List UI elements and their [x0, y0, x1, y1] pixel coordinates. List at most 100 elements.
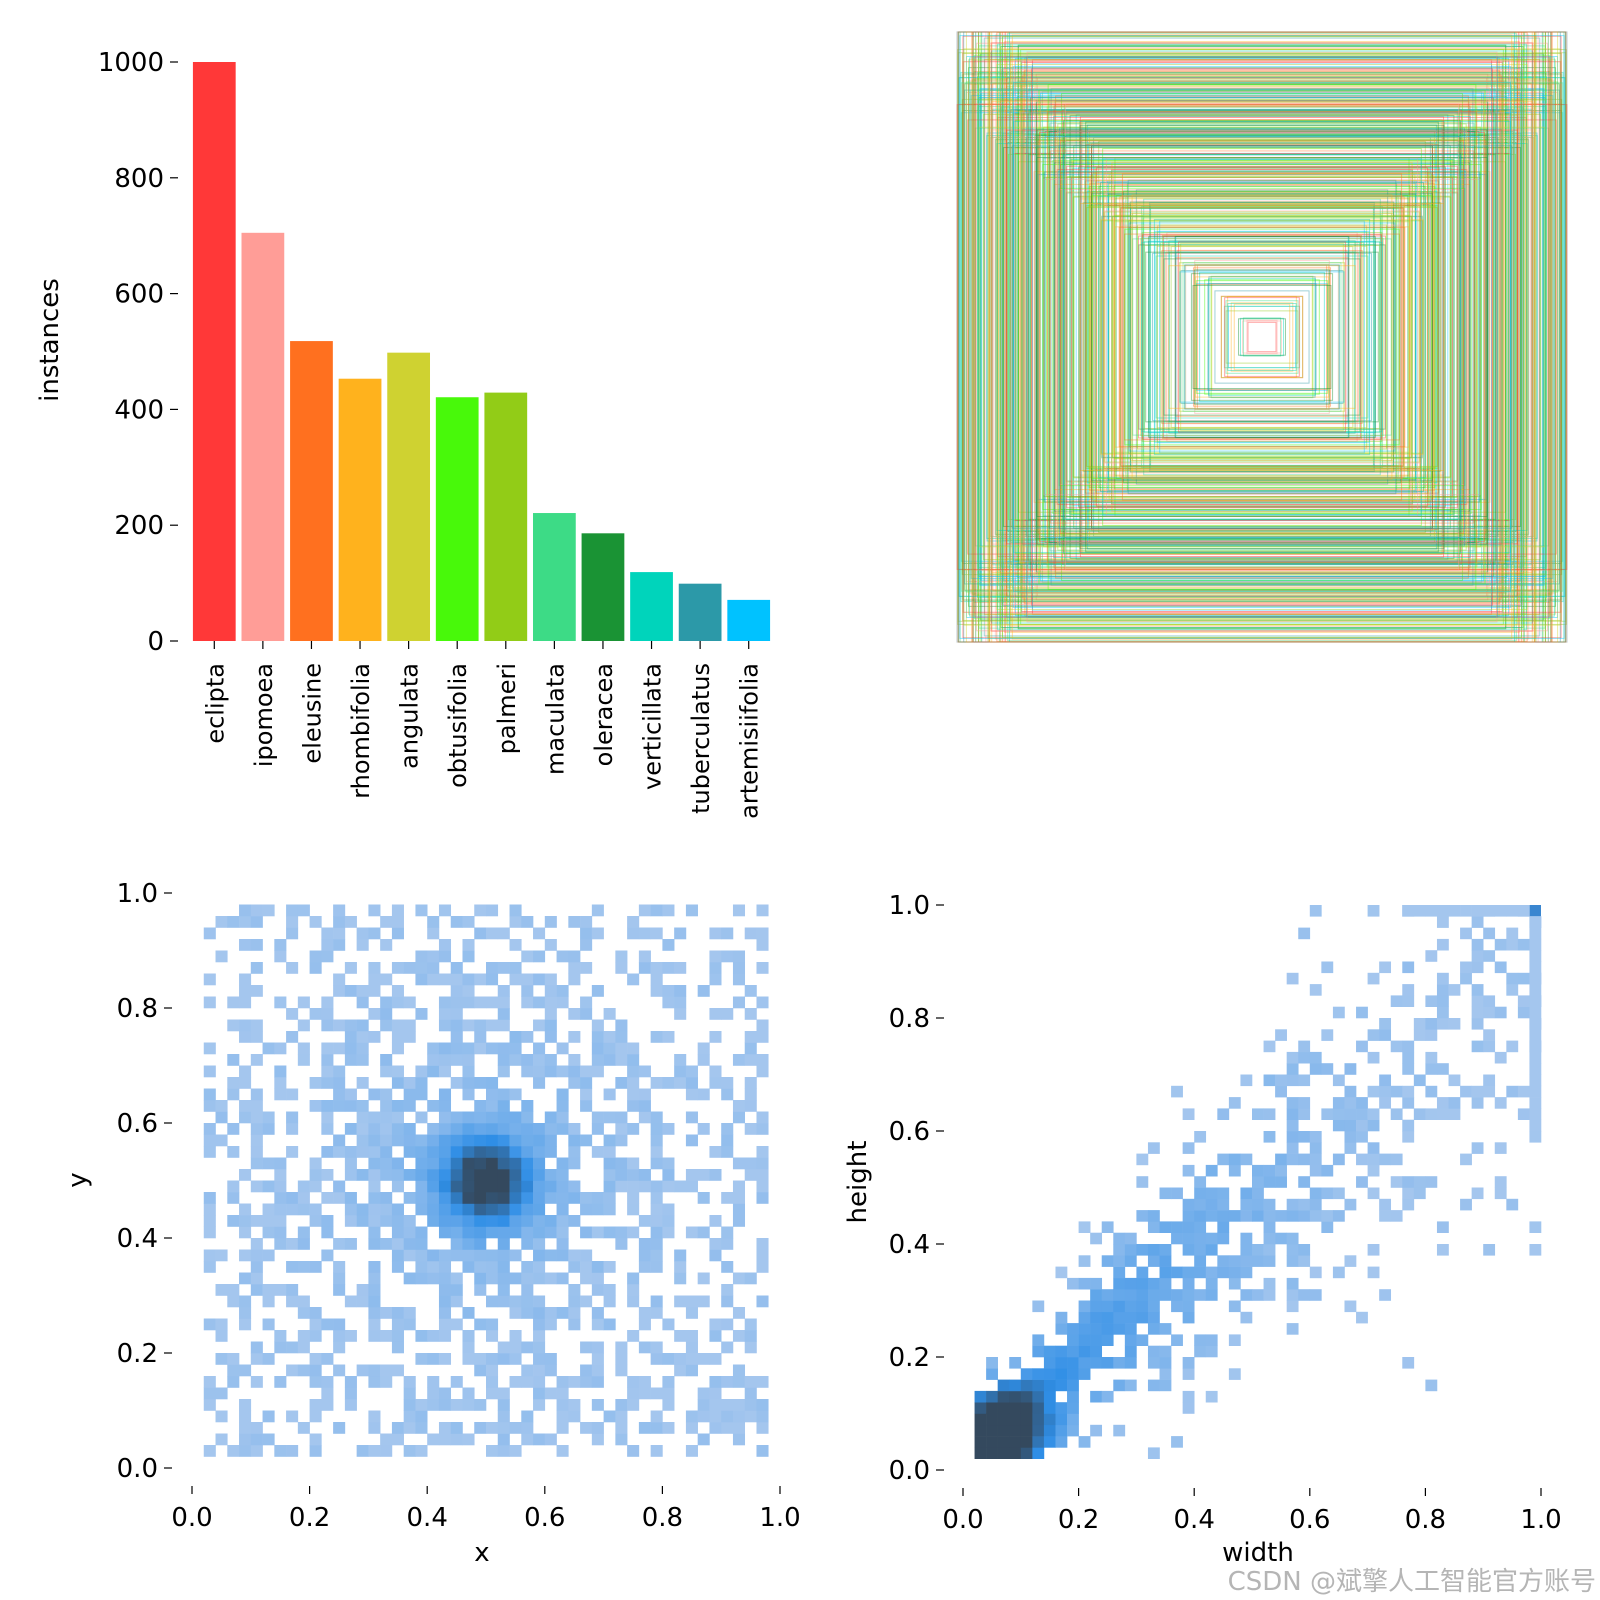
heatmap-cell — [380, 1445, 393, 1457]
label-box — [1035, 173, 1489, 501]
label-box — [1012, 91, 1512, 583]
label-box — [1006, 56, 1518, 618]
heatmap-cell — [591, 1284, 604, 1296]
label-box — [1072, 196, 1452, 478]
label-box — [995, 136, 1529, 538]
label-box — [1000, 106, 1524, 568]
label-box — [1062, 120, 1462, 554]
heatmap-cell — [1494, 1097, 1507, 1109]
heatmap-cell — [986, 1357, 998, 1369]
label-box — [975, 42, 1549, 632]
heatmap-cell — [1124, 1255, 1137, 1267]
heatmap-cell — [297, 1307, 310, 1319]
heatmap-cell — [1286, 972, 1299, 985]
heatmap-cell — [403, 1318, 416, 1331]
bar-oleracea — [581, 533, 625, 641]
heatmap-cell — [1240, 1232, 1253, 1245]
heatmap-cell — [486, 1295, 499, 1308]
heatmap-cell — [333, 939, 346, 951]
heatmap-cell — [685, 1341, 698, 1354]
label-box — [967, 67, 1557, 607]
heatmap-cell — [1286, 1074, 1299, 1087]
heatmap-cell — [591, 1019, 604, 1032]
heatmap-cell — [486, 1192, 499, 1204]
heatmap-cell — [239, 1399, 252, 1411]
heatmap-cell — [227, 1019, 240, 1032]
heatmap-cell — [286, 1192, 299, 1204]
label-box — [1091, 145, 1433, 529]
heatmap-cell — [1448, 1108, 1461, 1120]
heatmap-cell — [638, 1215, 651, 1227]
heatmap-cell — [509, 1215, 522, 1227]
heatmap-cell — [403, 1077, 416, 1089]
heatmap-cell — [321, 1387, 334, 1400]
bar-y-tick-label: 1000 — [98, 48, 164, 78]
heatmap-cell — [368, 1008, 381, 1020]
heatmap-cell — [1321, 1221, 1334, 1233]
label-box — [974, 78, 1550, 596]
label-box — [966, 55, 1558, 619]
label-box — [1002, 133, 1522, 541]
heatmap-cell — [450, 962, 463, 974]
label-box — [1225, 300, 1299, 374]
heatmap-cell — [1171, 1436, 1183, 1448]
heatmap-cell — [1436, 1097, 1449, 1109]
heatmap-cell — [1483, 1085, 1496, 1098]
label-box — [1021, 61, 1503, 613]
label-box — [1131, 194, 1393, 480]
heatmap-cell — [521, 1226, 534, 1239]
heatmap-cell — [650, 1387, 663, 1400]
heatmap-cell — [533, 950, 546, 963]
heatmap-cell — [697, 1353, 710, 1365]
heatmap-cell — [544, 1054, 557, 1066]
heatmap-cell — [1506, 927, 1519, 940]
heatmap-cell — [638, 1307, 651, 1319]
heatmap-cell — [1471, 1187, 1484, 1200]
label-box — [1163, 241, 1361, 433]
label-box — [1027, 112, 1497, 562]
label-box — [1017, 80, 1507, 594]
heatmap-cell — [203, 1318, 216, 1331]
label-box — [1010, 42, 1514, 632]
label-box — [1018, 161, 1506, 513]
heatmap-cell — [474, 996, 487, 1009]
label-box — [1070, 176, 1454, 498]
heatmap-cell — [274, 1376, 287, 1388]
heatmap-cell — [1356, 1097, 1368, 1109]
heatmap-cell — [1147, 1289, 1160, 1301]
heatmap-cell — [227, 1123, 240, 1135]
heatmap-cell — [262, 1295, 275, 1308]
heatmap-cell — [591, 1146, 604, 1158]
heatmap-cell — [474, 1169, 487, 1181]
label-box — [1227, 305, 1297, 369]
heatmap-cell — [203, 1215, 216, 1227]
heatmap-cell — [391, 904, 404, 917]
label-box — [1204, 279, 1320, 395]
heatmap-cell — [638, 1341, 651, 1354]
heatmap-cell — [450, 1284, 463, 1296]
heatmap-cell — [1147, 1221, 1160, 1233]
label-box — [1042, 157, 1482, 517]
heatmap-cell — [509, 1330, 522, 1342]
label-box — [1138, 244, 1386, 430]
heatmap-cell — [1367, 1244, 1380, 1256]
heatmap-cell — [274, 1192, 287, 1204]
heatmap-cell — [450, 1008, 463, 1020]
label-box — [1005, 111, 1519, 563]
bar-eclipta — [192, 62, 236, 641]
heatmap-cell — [344, 985, 357, 997]
heatmap-cell — [486, 1272, 499, 1285]
heatmap-cell — [986, 1402, 998, 1414]
heatmap-cell — [556, 1111, 569, 1124]
label-box — [1149, 204, 1375, 470]
heatmap-cell — [450, 1433, 463, 1446]
heatmap-cell — [368, 1376, 381, 1388]
heatmap-cell — [403, 1376, 416, 1388]
heatmap-cell — [427, 1330, 440, 1342]
heatmap-cell — [274, 1284, 287, 1296]
label-box — [1065, 192, 1459, 482]
heatmap-cell — [1494, 1051, 1507, 1064]
heatmap-cell — [309, 1364, 322, 1377]
label-box — [1136, 201, 1388, 473]
heatmap-cell — [744, 1330, 757, 1342]
